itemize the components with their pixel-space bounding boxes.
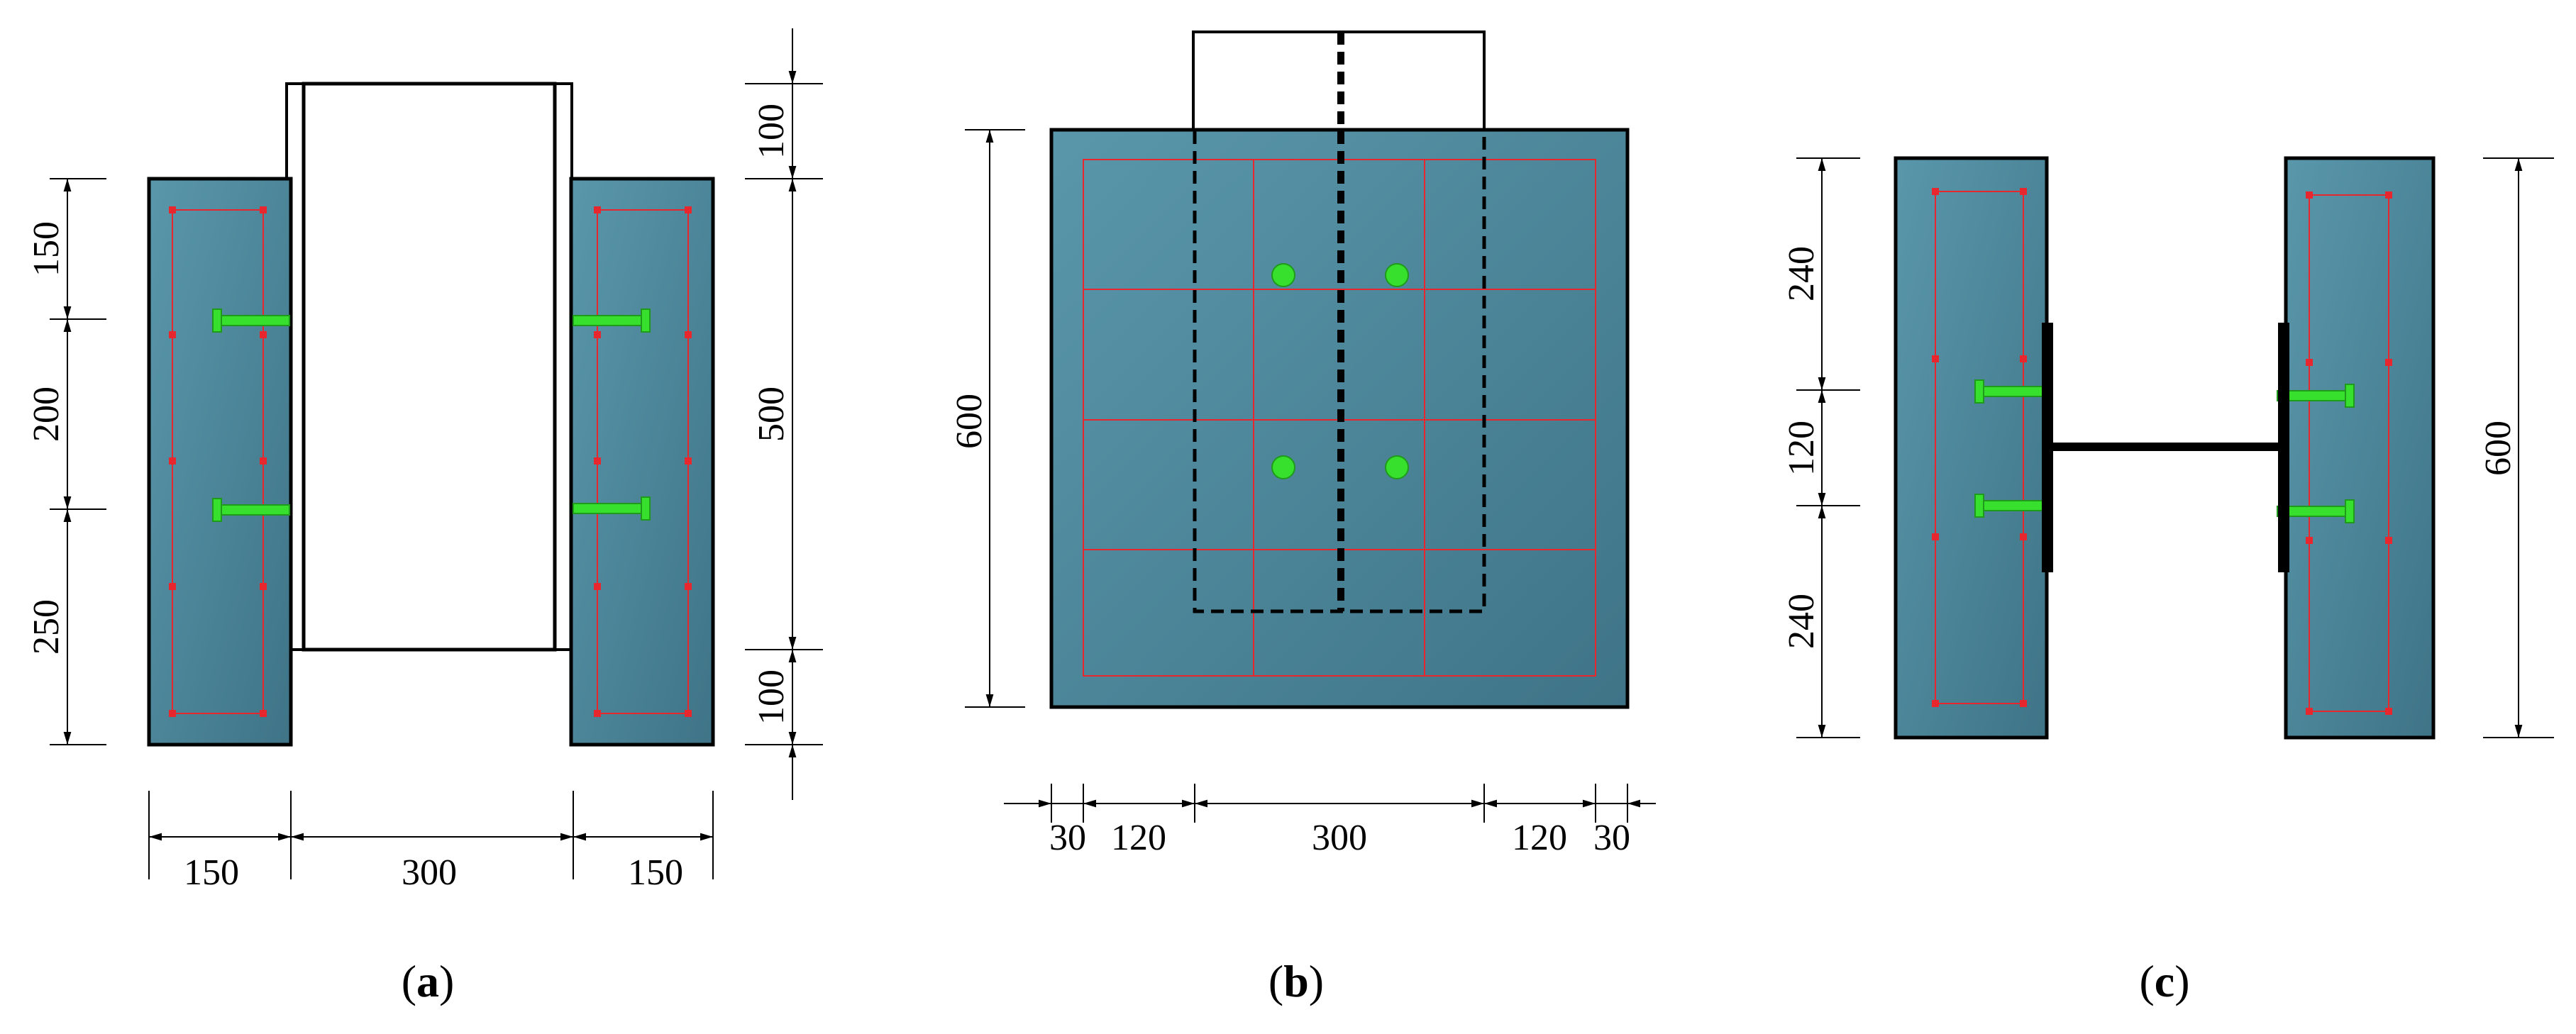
dim-a-left-3: 250 <box>26 599 67 655</box>
dim-a-left-1: 150 <box>26 221 67 277</box>
concrete-block-left-c <box>1894 156 2049 740</box>
caption-c: (c) <box>2139 956 2189 1006</box>
dim-c-right: 600 <box>2478 421 2519 476</box>
dim-lines-c-right <box>2483 157 2554 738</box>
dim-c-left-1: 240 <box>1781 246 1822 301</box>
dim-lines-a-left <box>50 178 106 745</box>
dim-a-bottom-1: 150 <box>184 852 239 893</box>
steel-column-web <box>302 82 557 652</box>
dim-a-right-1: 100 <box>751 104 792 159</box>
shear-studs-right-c <box>2277 384 2355 523</box>
rebar-cage-right-c <box>2309 194 2389 712</box>
dim-lines-c-left <box>1796 157 1860 738</box>
shear-studs-left <box>212 308 290 522</box>
shear-studs-right <box>573 308 651 521</box>
dim-b-bottom-3: 300 <box>1312 818 1367 858</box>
dim-lines-b-bottom <box>1004 784 1656 823</box>
dim-c-left-3: 240 <box>1781 594 1822 649</box>
figure-b: 600 30 120 300 120 30 (b) <box>949 30 1656 1006</box>
rebar-points-right-c <box>2306 191 2392 715</box>
dim-lines-b-left <box>965 129 1025 708</box>
dim-b-bottom-1: 30 <box>1049 818 1086 858</box>
embedded-steel-outline <box>1193 32 1486 613</box>
rebar-points-right <box>594 206 692 717</box>
dim-a-left-2: 200 <box>26 387 67 442</box>
dim-a-right-3: 100 <box>751 669 792 725</box>
dim-b-bottom-4: 120 <box>1512 818 1567 858</box>
dim-a-bottom-2: 300 <box>402 852 457 893</box>
rebar-points-left <box>169 206 267 717</box>
dim-lines-a-right <box>745 28 823 800</box>
dim-a-right-2: 500 <box>751 387 792 442</box>
caption-a: (a) <box>402 956 455 1006</box>
steel-web <box>2053 443 2278 451</box>
dim-b-left: 600 <box>949 394 990 449</box>
rebar-cage-left-c <box>1935 191 2024 704</box>
dim-c-left-2: 120 <box>1781 421 1822 476</box>
caption-b: (b) <box>1268 956 1324 1006</box>
figure-c: 240 120 240 600 (c) <box>1781 156 2554 1006</box>
steel-flange-left <box>2042 323 2053 572</box>
rebar-points-left-c <box>1932 188 2027 707</box>
shear-stud-heads <box>1271 263 1409 479</box>
dim-b-bottom-5: 30 <box>1593 818 1630 858</box>
dim-a-bottom-3: 150 <box>628 852 683 893</box>
steel-column-flange-right <box>553 82 573 651</box>
steel-flange-right <box>2278 323 2289 572</box>
dim-lines-a-bottom <box>148 791 714 879</box>
figure-a: 150 200 250 100 500 100 <box>26 28 823 1006</box>
concrete-block-right-c <box>2284 156 2436 740</box>
dim-b-bottom-2: 120 <box>1111 818 1166 858</box>
